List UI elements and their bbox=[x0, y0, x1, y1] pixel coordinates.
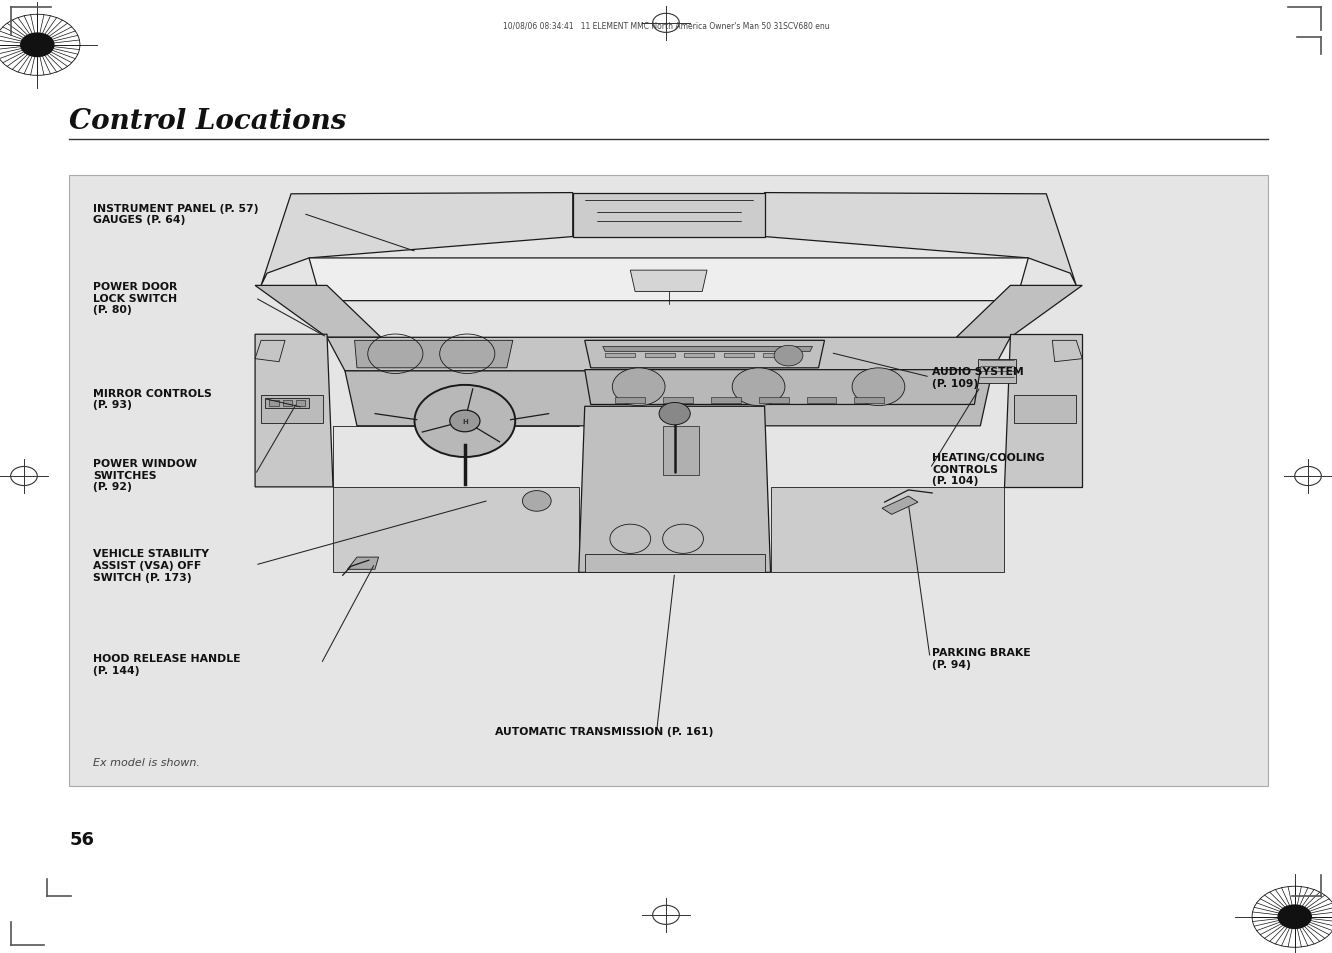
Polygon shape bbox=[256, 286, 381, 338]
Circle shape bbox=[852, 369, 904, 406]
Polygon shape bbox=[605, 354, 635, 357]
Polygon shape bbox=[326, 338, 1011, 372]
Text: Control Locations: Control Locations bbox=[69, 109, 346, 135]
Polygon shape bbox=[770, 487, 1004, 573]
Polygon shape bbox=[1052, 341, 1082, 362]
Polygon shape bbox=[855, 397, 884, 403]
Polygon shape bbox=[333, 487, 578, 573]
Circle shape bbox=[450, 411, 480, 433]
Circle shape bbox=[414, 385, 515, 457]
Circle shape bbox=[20, 33, 55, 58]
Polygon shape bbox=[573, 193, 765, 237]
Polygon shape bbox=[763, 354, 794, 357]
Polygon shape bbox=[602, 347, 813, 352]
Polygon shape bbox=[354, 341, 513, 369]
Text: 10/08/06 08:34:41   11 ELEMENT MMC North America Owner's Man 50 31SCV680 enu: 10/08/06 08:34:41 11 ELEMENT MMC North A… bbox=[502, 22, 830, 30]
Polygon shape bbox=[645, 354, 675, 357]
Polygon shape bbox=[345, 372, 992, 426]
Text: HEATING/COOLING
CONTROLS
(P. 104): HEATING/COOLING CONTROLS (P. 104) bbox=[932, 453, 1046, 486]
Polygon shape bbox=[978, 359, 1016, 384]
Polygon shape bbox=[882, 497, 918, 515]
Polygon shape bbox=[309, 258, 1028, 301]
Polygon shape bbox=[296, 400, 305, 407]
Polygon shape bbox=[282, 400, 292, 407]
Text: PARKING BRAKE
(P. 94): PARKING BRAKE (P. 94) bbox=[932, 647, 1031, 669]
Polygon shape bbox=[956, 286, 1082, 338]
FancyBboxPatch shape bbox=[69, 176, 1268, 786]
Text: Ex model is shown.: Ex model is shown. bbox=[93, 757, 200, 767]
Polygon shape bbox=[256, 335, 333, 487]
Circle shape bbox=[733, 369, 785, 406]
Text: MIRROR CONTROLS
(P. 93): MIRROR CONTROLS (P. 93) bbox=[93, 388, 212, 410]
Polygon shape bbox=[348, 558, 378, 570]
Polygon shape bbox=[711, 397, 741, 403]
Text: POWER WINDOW
SWITCHES
(P. 92): POWER WINDOW SWITCHES (P. 92) bbox=[93, 458, 197, 492]
Polygon shape bbox=[807, 397, 836, 403]
Polygon shape bbox=[630, 271, 707, 293]
Text: POWER DOOR
LOCK SWITCH
(P. 80): POWER DOOR LOCK SWITCH (P. 80) bbox=[93, 282, 177, 314]
Circle shape bbox=[522, 491, 551, 512]
Polygon shape bbox=[765, 193, 1076, 286]
Circle shape bbox=[613, 369, 665, 406]
Polygon shape bbox=[585, 371, 980, 405]
Circle shape bbox=[659, 403, 690, 425]
Text: AUTOMATIC TRANSMISSION (P. 161): AUTOMATIC TRANSMISSION (P. 161) bbox=[496, 726, 713, 737]
Polygon shape bbox=[662, 426, 699, 476]
Polygon shape bbox=[265, 399, 309, 408]
Polygon shape bbox=[759, 397, 789, 403]
Circle shape bbox=[1277, 904, 1312, 929]
Polygon shape bbox=[662, 397, 693, 403]
Polygon shape bbox=[256, 341, 285, 362]
Text: VEHICLE STABILITY
ASSIST (VSA) OFF
SWITCH (P. 173): VEHICLE STABILITY ASSIST (VSA) OFF SWITC… bbox=[93, 549, 209, 582]
Text: H: H bbox=[462, 418, 468, 424]
Polygon shape bbox=[615, 397, 645, 403]
Polygon shape bbox=[685, 354, 714, 357]
Text: 56: 56 bbox=[69, 830, 95, 847]
Polygon shape bbox=[1014, 395, 1076, 423]
Polygon shape bbox=[1004, 335, 1082, 487]
Text: AUDIO SYSTEM
(P. 109): AUDIO SYSTEM (P. 109) bbox=[932, 367, 1024, 389]
Polygon shape bbox=[723, 354, 754, 357]
Polygon shape bbox=[585, 341, 825, 369]
Polygon shape bbox=[261, 395, 324, 423]
Text: HOOD RELEASE HANDLE
(P. 144): HOOD RELEASE HANDLE (P. 144) bbox=[93, 654, 241, 675]
Polygon shape bbox=[578, 407, 770, 573]
Polygon shape bbox=[585, 555, 765, 573]
Polygon shape bbox=[269, 400, 280, 407]
Circle shape bbox=[774, 346, 803, 367]
Polygon shape bbox=[261, 193, 573, 286]
Text: INSTRUMENT PANEL (P. 57)
GAUGES (P. 64): INSTRUMENT PANEL (P. 57) GAUGES (P. 64) bbox=[93, 203, 258, 225]
